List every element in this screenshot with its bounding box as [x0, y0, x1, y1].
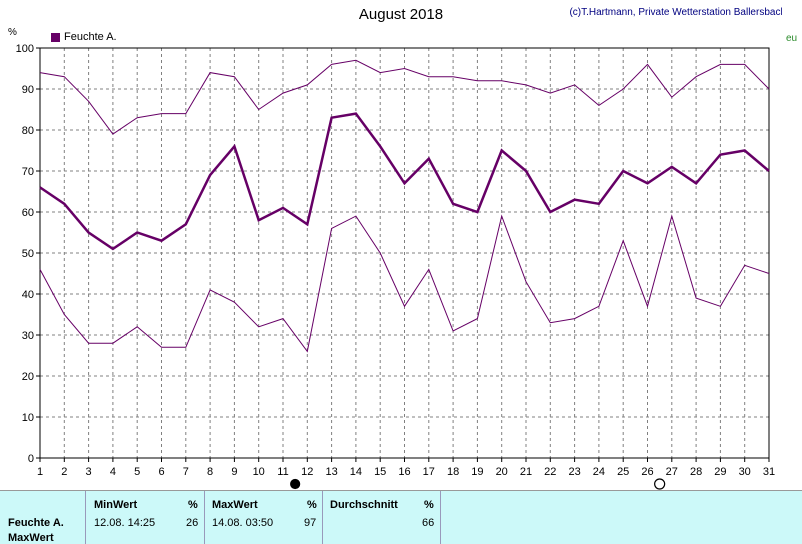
adjacent-panel-fragment: eu [786, 33, 798, 44]
stats-row-label: MaxWert [8, 532, 54, 544]
x-tick-label: 18 [447, 466, 459, 478]
x-tick-label: 26 [641, 466, 653, 478]
max-value: 97 [304, 517, 317, 529]
y-tick-label: 50 [22, 248, 34, 260]
y-tick-label: 60 [22, 207, 34, 219]
x-tick-label: 23 [568, 466, 580, 478]
x-tick-label: 8 [207, 466, 213, 478]
chart-title: August 2018 [358, 6, 444, 23]
y-tick-label: 0 [28, 453, 34, 465]
stats-row-label: Feuchte A. [8, 517, 64, 529]
x-tick-label: 6 [158, 466, 164, 478]
max-header: MaxWert [212, 499, 258, 511]
stats-avg-column: Durchschnitt % 66 [323, 491, 441, 544]
avg-value: 66 [422, 517, 435, 529]
max-datetime: 14.08. 03:50 [212, 517, 274, 529]
x-tick-label: 16 [398, 466, 410, 478]
x-tick-label: 24 [593, 466, 605, 478]
stats-min-column: MinWert % 12.08. 14:25 26 [86, 491, 205, 544]
x-tick-label: 2 [61, 466, 67, 478]
x-tick-label: 5 [134, 466, 140, 478]
series-line-max [39, 59, 770, 135]
x-tick-label: 19 [471, 466, 483, 478]
min-value: 26 [186, 517, 199, 529]
x-tick-label: 4 [110, 466, 116, 478]
x-tick-label: 28 [690, 466, 702, 478]
x-tick-label: 13 [325, 466, 337, 478]
series-line-min [39, 214, 770, 353]
y-tick-label: 80 [22, 125, 34, 137]
copyright-text: (c)T.Hartmann, Private Wetterstation Bal… [569, 7, 786, 18]
x-tick-label: 21 [520, 466, 532, 478]
stats-panel: Feuchte A. MaxWert MinWert % 12.08. 14:2… [0, 490, 802, 544]
x-tick-label: 30 [739, 466, 751, 478]
stats-max-column: MaxWert % 14.08. 03:50 97 [205, 491, 323, 544]
x-tick-label: 25 [617, 466, 629, 478]
x-tick-label: 29 [714, 466, 726, 478]
min-unit: % [188, 499, 198, 511]
legend: Feuchte A. [51, 31, 117, 43]
max-unit: % [307, 499, 317, 511]
min-datetime: 12.08. 14:25 [94, 517, 156, 529]
x-tick-label: 14 [350, 466, 362, 478]
avg-unit: % [424, 499, 434, 511]
y-tick-label: 10 [22, 412, 34, 424]
x-tick-label: 31 [763, 466, 775, 478]
legend-swatch [51, 32, 60, 42]
x-tick-label: 15 [374, 466, 386, 478]
y-tick-label: 100 [16, 43, 34, 55]
y-tick-label: 20 [22, 371, 34, 383]
y-tick-label: 90 [22, 84, 34, 96]
x-tick-label: 10 [253, 466, 265, 478]
x-tick-label: 27 [666, 466, 678, 478]
x-tick-label: 17 [423, 466, 435, 478]
y-axis-unit: % [8, 27, 17, 38]
x-tick-label: 9 [231, 466, 237, 478]
y-tick-label: 70 [22, 166, 34, 178]
y-tick-label: 30 [22, 330, 34, 342]
x-tick-label: 3 [86, 466, 92, 478]
adjacent-panel-edge: eu [782, 0, 802, 490]
new-moon-icon [290, 478, 301, 490]
stats-label-column: Feuchte A. MaxWert [0, 491, 86, 544]
min-header: MinWert [94, 499, 138, 511]
x-tick-label: 1 [37, 466, 43, 478]
x-tick-label: 12 [301, 466, 313, 478]
y-tick-label: 40 [22, 289, 34, 301]
x-tick-label: 7 [183, 466, 189, 478]
full-moon-icon [654, 478, 666, 490]
series-line-mean [39, 112, 770, 251]
avg-header: Durchschnitt [330, 499, 398, 511]
x-tick-label: 20 [496, 466, 508, 478]
x-tick-label: 22 [544, 466, 556, 478]
legend-label: Feuchte A. [64, 31, 117, 43]
x-tick-label: 11 [277, 466, 288, 478]
